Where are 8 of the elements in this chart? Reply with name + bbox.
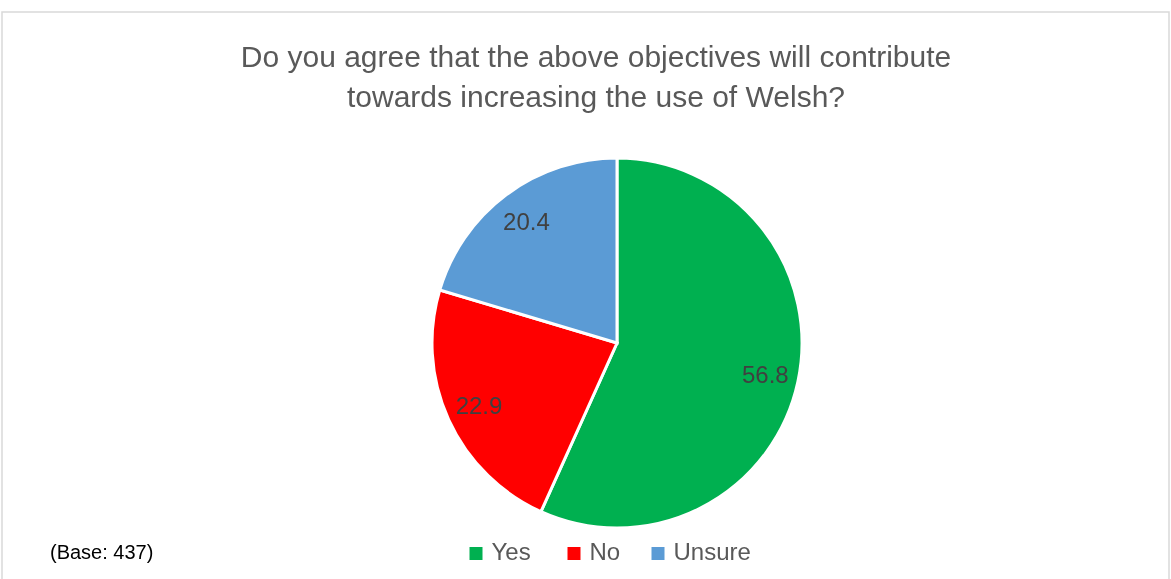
data-label: 22.9 (455, 392, 503, 420)
data-label: 56.8 (741, 361, 789, 389)
data-label: 20.4 (503, 207, 550, 235)
chart-title: Do you agree that the above objectives will contribute towards increasing the use of Welsh? (240, 40, 952, 113)
text: (Base: 437) (50, 541, 154, 563)
legend-label: Yes (491, 538, 531, 565)
legend-label: Unsure (673, 538, 751, 565)
legend-label: No (589, 538, 621, 565)
